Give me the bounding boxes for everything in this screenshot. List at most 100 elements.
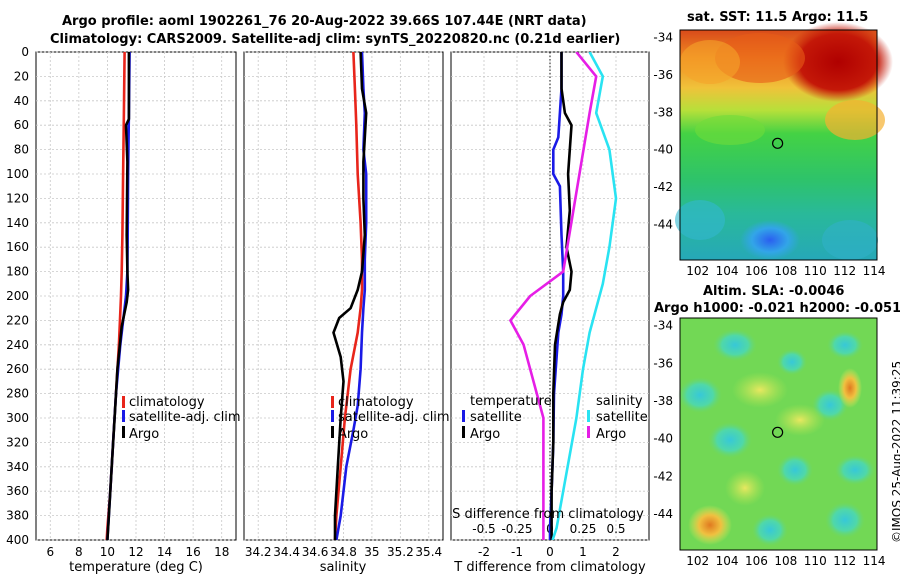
salinity-xlabel: salinity: [320, 560, 367, 575]
top-x-tick-label: -0.5: [472, 522, 495, 536]
y-tick-label: 200: [6, 289, 29, 303]
legend-swatch-climatology: [331, 396, 334, 408]
figure-title-line2: Climatology: CARS2009. Satellite-adj cli…: [50, 32, 621, 47]
map-x-tick-label: 112: [833, 264, 856, 278]
x-tick-label: 35.4: [415, 545, 442, 559]
top-x-tick-label: 0.25: [570, 522, 597, 536]
sst-map-title: sat. SST: 11.5 Argo: 11.5: [687, 10, 869, 25]
map-y-tick-label: -38: [653, 105, 673, 119]
series-group: [509, 52, 618, 540]
legend-label-s-satellite: satellite: [596, 410, 648, 425]
legend-label-t-argo: Argo: [470, 427, 500, 442]
x-tick-label: 6: [46, 545, 54, 559]
y-tick-label: 100: [6, 167, 29, 181]
y-tick-label: 60: [14, 118, 29, 132]
series-line-s-satellite: [551, 52, 618, 540]
sla-map-title-line1: Altim. SLA: -0.0046: [703, 284, 845, 299]
top-x-tick-label: -0.25: [501, 522, 532, 536]
legend-label-satellite: satellite-adj. clim: [338, 410, 450, 425]
temperature-legend: climatology satellite-adj. clim Argo: [122, 395, 241, 442]
map-y-tick-label: -42: [653, 469, 673, 483]
map-y-tick-label: -40: [653, 432, 673, 446]
legend-swatch-t-satellite: [462, 410, 465, 422]
series-line-s-argo: [509, 52, 598, 540]
y-tick-label: 220: [6, 313, 29, 327]
difference-xlabel: T difference from climatology: [453, 560, 646, 575]
legend-swatch-s-argo: [587, 426, 590, 438]
map-x-tick-label: 104: [716, 264, 739, 278]
map-y-tick-label: -44: [653, 507, 673, 521]
legend-swatch-s-satellite: [587, 410, 590, 422]
x-tick-label: 0: [546, 545, 554, 559]
argo-location-marker: [772, 137, 784, 149]
legend-title-temperature: temperature: [470, 394, 552, 409]
legend-label-t-satellite: satellite: [470, 410, 522, 425]
map-x-tick-label: 108: [774, 264, 797, 278]
legend-label-argo: Argo: [129, 427, 159, 442]
map-y-tick-label: -36: [653, 68, 673, 82]
legend-label-climatology: climatology: [338, 395, 414, 410]
series-group: [332, 52, 368, 540]
legend-swatch-satellite: [122, 410, 125, 422]
x-tick-label: -2: [478, 545, 490, 559]
top-x-tick-label: 0.5: [606, 522, 625, 536]
x-tick-label: 2: [612, 545, 620, 559]
x-tick-label: 18: [214, 545, 229, 559]
y-tick-label: 320: [6, 435, 29, 449]
x-tick-label: 34.8: [330, 545, 357, 559]
temperature-xlabel: temperature (deg C): [69, 560, 203, 575]
map-x-tick-label: 112: [833, 554, 856, 568]
difference-top-xlabel: S difference from climatology: [452, 507, 644, 522]
legend-title-salinity: salinity: [596, 394, 643, 409]
legend-swatch-satellite: [331, 410, 334, 422]
map-y-tick-label: -44: [653, 217, 673, 231]
x-tick-label: 12: [128, 545, 143, 559]
y-tick-label: 0: [21, 45, 29, 59]
series-group: [105, 52, 131, 540]
x-tick-label: 8: [75, 545, 83, 559]
figure-title-line1: Argo profile: aoml 1902261_76 20-Aug-202…: [62, 14, 587, 29]
map-y-tick-label: -36: [653, 356, 673, 370]
legend-label-s-argo: Argo: [596, 427, 626, 442]
series-line-climatology: [333, 52, 364, 540]
x-tick-label: 10: [100, 545, 115, 559]
y-tick-label: 120: [6, 191, 29, 205]
legend-swatch-argo: [331, 426, 334, 438]
map-y-tick-label: -40: [653, 143, 673, 157]
map-y-tick-label: -42: [653, 180, 673, 194]
series-line-t-argo: [550, 52, 573, 540]
map-y-tick-label: -38: [653, 394, 673, 408]
y-tick-label: 80: [14, 143, 29, 157]
argo-location-marker: [772, 426, 784, 438]
y-tick-label: 280: [6, 387, 29, 401]
x-tick-label: -1: [511, 545, 523, 559]
legend-swatch-argo: [122, 426, 125, 438]
series-line-argo: [332, 52, 368, 540]
x-tick-label: 34.4: [273, 545, 300, 559]
map-x-tick-label: 110: [804, 554, 827, 568]
legend-swatch-t-argo: [462, 426, 465, 438]
y-tick-label: 240: [6, 338, 29, 352]
legend-label-climatology: climatology: [129, 395, 205, 410]
y-tick-label: 260: [6, 362, 29, 376]
map-x-tick-label: 106: [745, 554, 768, 568]
y-tick-label: 340: [6, 460, 29, 474]
y-tick-label: 180: [6, 265, 29, 279]
y-tick-label: 360: [6, 484, 29, 498]
x-tick-label: 34.6: [302, 545, 329, 559]
y-tick-label: 380: [6, 509, 29, 523]
y-tick-label: 300: [6, 411, 29, 425]
y-tick-label: 20: [14, 69, 29, 83]
legend-label-argo: Argo: [338, 427, 368, 442]
map-x-tick-label: 114: [863, 264, 886, 278]
x-tick-label: 35: [364, 545, 379, 559]
y-tick-label: 400: [6, 533, 29, 547]
sst-map: [675, 22, 893, 261]
map-x-tick-label: 108: [774, 554, 797, 568]
map-x-tick-label: 102: [686, 554, 709, 568]
map-y-tick-label: -34: [653, 30, 673, 44]
legend-swatch-climatology: [122, 396, 125, 408]
series-line-argo: [106, 52, 131, 540]
x-tick-label: 35.2: [387, 545, 414, 559]
